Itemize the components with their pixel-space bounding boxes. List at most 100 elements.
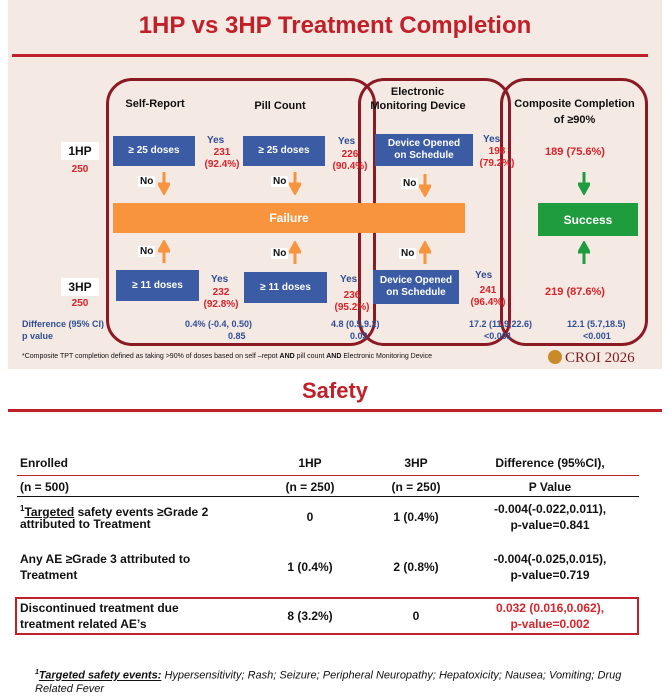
- 3hp-device-box-line1: Device Opened: [379, 275, 453, 286]
- 1hp-pill-yes: Yes: [338, 136, 356, 147]
- 3hp-device-pct: (96.4%): [470, 297, 506, 308]
- slide-title: 1HP vs 3HP Treatment Completion: [138, 12, 532, 39]
- 1hp-self-report-pct: (92.4%): [204, 159, 240, 170]
- footnote-sup: 1: [35, 669, 39, 676]
- no-label: No: [138, 176, 156, 187]
- row-discontinued-label-2: treatment related AE’s: [20, 617, 147, 631]
- 3hp-pill-box: ≥ 11 doses: [244, 272, 327, 303]
- no-label: No: [138, 246, 156, 257]
- header-enrolled-n: (n = 500): [20, 480, 70, 494]
- 1hp-pill-box: ≥ 25 doses: [243, 136, 325, 166]
- croi-logo: CROI 2026: [548, 350, 635, 367]
- diff-pill-count: 4.8 (0.5,9.2): [331, 319, 380, 329]
- header-1hp: 1HP: [298, 456, 322, 470]
- 3hp-pill-yes: Yes: [340, 274, 358, 285]
- green-up-arrow-icon: [578, 241, 590, 264]
- row-targeted-label: 1Targeted safety events ≥Grade 2: [20, 501, 208, 520]
- arm-1hp-n: 250: [71, 164, 89, 175]
- header-composite-1: Composite Completion: [514, 98, 635, 110]
- 1hp-device-yes: Yes: [483, 134, 501, 145]
- 1hp-self-report-value: 231: [213, 147, 231, 158]
- success-box: Success: [538, 203, 638, 236]
- 1hp-pill-value: 226: [341, 149, 359, 160]
- row-discontinued-3hp: 0: [412, 609, 420, 623]
- safety-footnote: 1Targeted safety events: Hypersensitivit…: [35, 666, 635, 696]
- arm-3hp-n: 250: [71, 298, 89, 309]
- row-discontinued-1hp: 8 (3.2%): [287, 609, 333, 623]
- footnote-text-a: *Composite TPT completion defined as tak…: [22, 353, 280, 360]
- header-difference: Difference (95%CI),: [495, 456, 605, 470]
- 3hp-self-report-pct: (92.8%): [203, 299, 239, 310]
- header-electronic-2: Monitoring Device: [370, 100, 466, 112]
- footnote-text-c: pill count: [294, 353, 327, 360]
- safety-divider: [8, 409, 662, 412]
- up-arrow-icon: [419, 241, 431, 264]
- highlight-box: [15, 597, 639, 635]
- 3hp-self-report-yes: Yes: [211, 274, 229, 285]
- down-arrow-icon: [158, 172, 170, 195]
- row-any-ae-label-2: Treatment: [20, 568, 78, 582]
- 3hp-self-report-box: ≥ 11 doses: [116, 270, 199, 301]
- footnote-title: Targeted safety events:: [38, 669, 162, 682]
- 1hp-composite-value: 189 (75.6%): [545, 146, 605, 158]
- failure-bar: Failure: [113, 203, 465, 233]
- croi-emblem-icon: [548, 350, 562, 364]
- row-targeted-1hp: 0: [306, 510, 314, 524]
- 3hp-device-value: 241: [479, 285, 497, 296]
- arm-1hp-label: 1HP: [61, 142, 99, 160]
- row-targeted-p: p-value=0.841: [510, 518, 590, 532]
- composite-footnote: *Composite TPT completion defined as tak…: [22, 353, 432, 360]
- 1hp-device-pct: (79.2%): [479, 158, 515, 169]
- row-targeted-label-2: attributed to Treatment: [20, 517, 151, 531]
- row-targeted-label-rest: safety events ≥Grade 2: [74, 505, 209, 519]
- header-rule: [17, 475, 639, 476]
- row-targeted-label-u: Targeted: [24, 505, 75, 519]
- row-any-ae-label: Any AE ≥Grade 3 attributed to: [20, 552, 191, 566]
- header-composite-2: of ≥90%: [553, 114, 596, 126]
- 1hp-device-box-line2: on Schedule: [394, 150, 454, 161]
- difference-label: Difference (95% CI): [22, 319, 105, 329]
- p-self-report: 0.85: [228, 331, 246, 341]
- header-1hp-n: (n = 250): [285, 480, 335, 494]
- 3hp-device-box-line2: on Schedule: [386, 287, 446, 298]
- footnote-text-e: Electronic Monitoring Device: [341, 353, 433, 360]
- row-any-ae-diff: -0.004(-0.025,0.015),: [493, 552, 607, 566]
- no-label: No: [401, 178, 419, 189]
- safety-title: Safety: [301, 378, 369, 403]
- footnote-body: Hypersensitivity; Rash; Seizure; Periphe…: [35, 669, 622, 695]
- header-self-report: Self-Report: [125, 98, 185, 110]
- row-targeted-sup: 1: [20, 504, 25, 513]
- arm-3hp-label: 3HP: [61, 278, 99, 296]
- diff-electronic: 17.2 (11.9,22.6): [469, 319, 533, 329]
- footnote-and-2: AND: [326, 353, 342, 360]
- p-pill-count: 0.03: [350, 331, 368, 341]
- 1hp-self-report-box: ≥ 25 doses: [113, 136, 195, 166]
- down-arrow-icon: [289, 172, 301, 195]
- 1hp-self-report-yes: Yes: [207, 135, 225, 146]
- 3hp-pill-value: 236: [343, 290, 361, 301]
- row-discontinued-diff: 0.032 (0.016,0.062),: [495, 601, 605, 615]
- row-discontinued-p: p-value=0.002: [510, 617, 590, 631]
- diff-self-report: 0.4% (-0.4, 0.50): [185, 319, 253, 329]
- title-divider: [12, 54, 648, 57]
- croi-text: CROI 2026: [565, 350, 635, 366]
- row-targeted-3hp: 1 (0.4%): [393, 510, 439, 524]
- row-any-ae-3hp: 2 (0.8%): [393, 560, 439, 574]
- header-3hp-n: (n = 250): [391, 480, 441, 494]
- header-enrolled: Enrolled: [20, 456, 69, 470]
- green-down-arrow-icon: [578, 172, 590, 195]
- no-label: No: [399, 248, 417, 259]
- 3hp-self-report-value: 232: [212, 287, 230, 298]
- header-pvalue: P Value: [528, 480, 572, 494]
- composite-oval: [500, 78, 648, 346]
- row-discontinued-label: Discontinued treatment due: [20, 601, 179, 615]
- down-arrow-icon: [419, 174, 431, 197]
- 1hp-device-box-line1: Device Opened: [387, 138, 461, 149]
- header-3hp: 3HP: [404, 456, 428, 470]
- diff-composite: 12.1 (5.7,18.5): [567, 319, 626, 329]
- p-electronic: <0.001: [484, 331, 512, 341]
- p-composite: <0.001: [583, 331, 611, 341]
- header-bottom-rule: [17, 496, 639, 497]
- up-arrow-icon: [289, 241, 301, 264]
- 1hp-pill-pct: (90.4%): [332, 161, 368, 172]
